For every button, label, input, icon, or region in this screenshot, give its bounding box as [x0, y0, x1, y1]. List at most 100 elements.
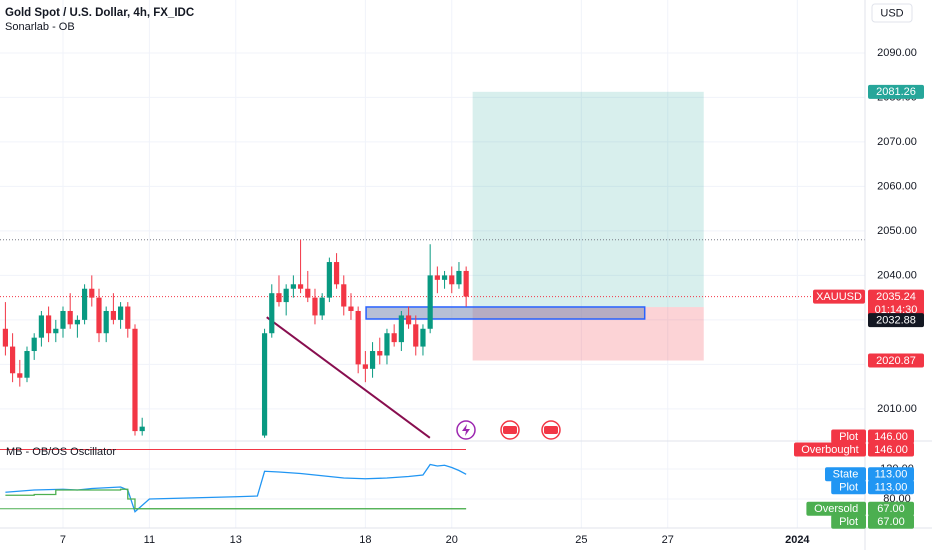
candle-body: [398, 315, 404, 343]
chart-title: Gold Spot / U.S. Dollar, 4h, FX_IDC: [5, 7, 194, 19]
oscillator-value: 146.00: [874, 444, 908, 456]
candle-body: [420, 328, 426, 347]
candle-body: [2, 328, 8, 347]
oscillator-name-bg: [831, 429, 866, 444]
countdown: 01:14:30: [875, 304, 918, 316]
symbol-label-bg: [813, 289, 865, 304]
stop-label: 2020.87: [876, 355, 916, 367]
candle-body: [67, 310, 73, 325]
x-tick-label: 18: [359, 534, 371, 546]
last-price-bg: [868, 289, 924, 318]
x-tick-label: 13: [230, 534, 242, 546]
y-tick-label: 2090.00: [877, 47, 917, 59]
oscillator-name: Oversold: [814, 503, 858, 515]
symbol-label: XAUUSD: [816, 291, 862, 303]
y-tick-label: 2050.00: [877, 225, 917, 237]
x-tick-label: 20: [446, 534, 458, 546]
candle-body: [326, 262, 332, 298]
oscillator-name-bg: [831, 514, 866, 529]
oscillator-name-bg: [831, 480, 866, 495]
candle-body: [132, 328, 138, 432]
candle-body: [355, 310, 361, 365]
event-icons[interactable]: [456, 420, 561, 440]
x-tick-label: 7: [60, 534, 66, 546]
oscillator-pane: [0, 449, 467, 513]
candle-body: [297, 284, 304, 289]
candle-body: [117, 306, 124, 320]
oscillator-value: 146.00: [874, 431, 908, 443]
candle-body: [17, 373, 23, 378]
candle-body: [319, 297, 325, 316]
flag: [544, 426, 558, 434]
candle-body: [463, 270, 469, 297]
candle-body: [305, 288, 311, 298]
stop-label-bg: [868, 353, 924, 368]
candle-body: [139, 426, 145, 432]
currency-label[interactable]: USD: [880, 7, 903, 19]
oscillator-value: 113.00: [875, 469, 908, 481]
oscillator-name: Plot: [839, 431, 858, 443]
candle-body: [391, 333, 397, 343]
oscillator-line: [5, 488, 467, 510]
oscillator-line: [5, 463, 467, 513]
oscillator-value: 67.00: [877, 503, 905, 515]
candle-body: [449, 275, 455, 285]
candle-body: [24, 351, 30, 378]
candle-body: [434, 275, 440, 280]
candle-body: [427, 275, 433, 329]
oscillator-name: Plot: [839, 482, 858, 494]
axes: 2010.002020.002030.002040.002050.002060.…: [60, 47, 924, 546]
candle-body: [31, 337, 37, 352]
candle-body: [377, 351, 383, 356]
oscillator-value-bg: [868, 429, 914, 444]
candle-body: [53, 328, 59, 334]
candle-body: [261, 333, 268, 436]
oscillator-title: MB - OB/OS Oscillator: [6, 446, 116, 458]
entry-label: 2032.88: [876, 314, 916, 326]
candle-body: [110, 310, 116, 320]
oscillator-value: 113.00: [875, 482, 908, 494]
oscillator-value-bg: [868, 442, 914, 457]
oscillator-name-bg: [825, 467, 866, 482]
x-tick-label: 27: [662, 534, 674, 546]
candle-body: [103, 310, 109, 334]
target-label: 2081.26: [876, 86, 916, 98]
candle-body: [333, 262, 340, 285]
candle-body: [125, 306, 131, 329]
target-zone: [472, 91, 704, 308]
candle-body: [81, 288, 88, 320]
x-tick-label: 2024: [785, 534, 810, 546]
candle-body: [269, 293, 275, 334]
oscillator-value-bg: [868, 480, 914, 495]
candle-body: [384, 333, 390, 356]
candle-body: [45, 315, 52, 334]
candle-body: [74, 319, 80, 325]
candle-body: [60, 310, 66, 329]
oscillator-value-bg: [868, 501, 914, 516]
candle-body: [405, 315, 412, 325]
candle-body: [369, 351, 376, 369]
candle-body: [9, 346, 16, 374]
x-tick-label: 25: [575, 534, 587, 546]
x-tick-label: 11: [144, 534, 155, 546]
candle-body: [348, 306, 354, 311]
order-block: [365, 306, 646, 320]
lightning: [462, 424, 470, 436]
entry-label-bg: [868, 313, 924, 328]
oscillator-value-bg: [868, 467, 914, 482]
currency-button[interactable]: [871, 3, 913, 23]
candle-body: [96, 297, 102, 334]
candle-body: [341, 284, 347, 307]
oscillator-name: Plot: [839, 516, 858, 528]
oscillator-name-bg: [794, 442, 866, 457]
oscillator-name: State: [833, 469, 859, 481]
y-tick-label: 2040.00: [877, 269, 917, 281]
oscillator-value-bg: [868, 514, 914, 529]
candle-body: [89, 288, 95, 298]
flag: [503, 426, 517, 434]
oscillator-value: 67.00: [877, 516, 905, 528]
target-label-bg: [868, 84, 924, 99]
indicator-name: Sonarlab - OB: [5, 21, 75, 33]
oscillator-name-bg: [806, 501, 866, 516]
